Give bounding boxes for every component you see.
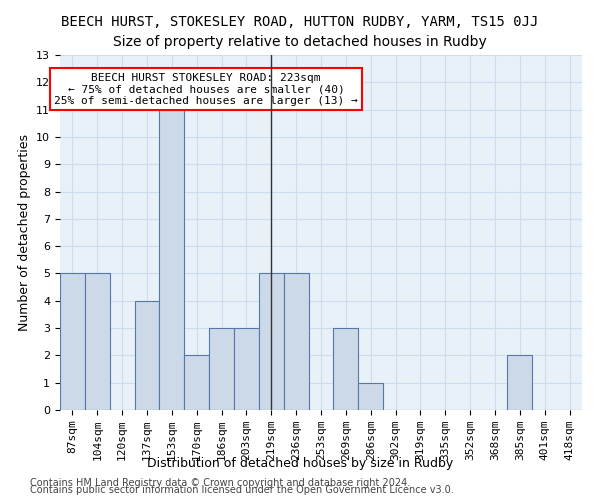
Bar bbox=[134, 301, 160, 410]
Bar bbox=[334, 328, 358, 410]
Text: Contains HM Land Registry data © Crown copyright and database right 2024.: Contains HM Land Registry data © Crown c… bbox=[30, 478, 410, 488]
Bar bbox=[508, 356, 532, 410]
Bar bbox=[284, 274, 308, 410]
Bar bbox=[234, 328, 259, 410]
Bar bbox=[85, 274, 110, 410]
Bar bbox=[209, 328, 234, 410]
Bar bbox=[160, 110, 184, 410]
Bar bbox=[60, 274, 85, 410]
Bar bbox=[259, 274, 284, 410]
Text: Size of property relative to detached houses in Rudby: Size of property relative to detached ho… bbox=[113, 35, 487, 49]
Text: Contains public sector information licensed under the Open Government Licence v3: Contains public sector information licen… bbox=[30, 485, 454, 495]
Text: BEECH HURST STOKESLEY ROAD: 223sqm
← 75% of detached houses are smaller (40)
25%: BEECH HURST STOKESLEY ROAD: 223sqm ← 75%… bbox=[54, 72, 358, 106]
Text: Distribution of detached houses by size in Rudby: Distribution of detached houses by size … bbox=[147, 458, 453, 470]
Text: BEECH HURST, STOKESLEY ROAD, HUTTON RUDBY, YARM, TS15 0JJ: BEECH HURST, STOKESLEY ROAD, HUTTON RUDB… bbox=[61, 15, 539, 29]
Bar bbox=[184, 356, 209, 410]
Y-axis label: Number of detached properties: Number of detached properties bbox=[17, 134, 31, 331]
Bar bbox=[358, 382, 383, 410]
